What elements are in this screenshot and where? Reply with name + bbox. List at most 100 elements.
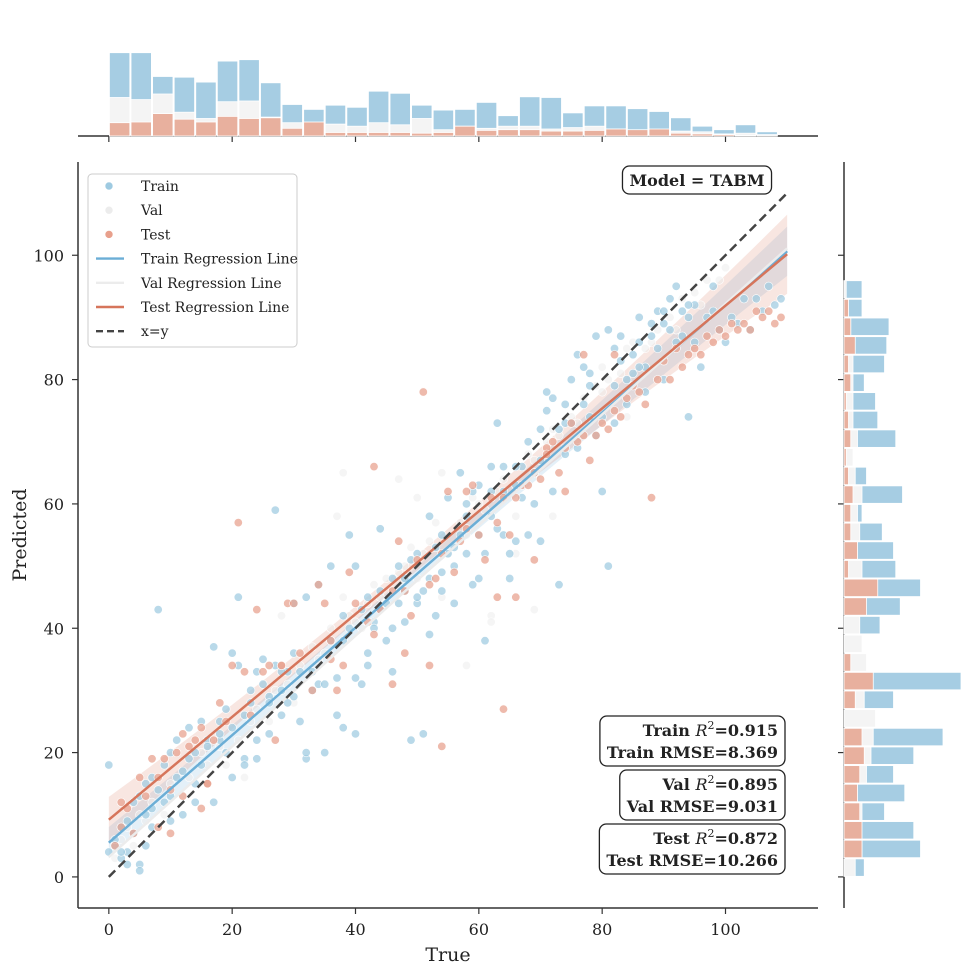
point-test (757, 312, 767, 322)
point-train (468, 580, 478, 590)
legend-marker (104, 205, 114, 215)
point-train (153, 605, 163, 615)
point-test (215, 698, 225, 708)
point-train (683, 300, 693, 310)
top-hist-bar-test (497, 129, 519, 137)
point-train (387, 667, 397, 677)
metric-r2-value: =0.895 (714, 775, 778, 794)
point-val (338, 592, 348, 602)
point-train (258, 679, 268, 689)
metric-r2-prefix: Train (643, 721, 696, 740)
point-train (246, 685, 256, 695)
top-hist-bar-test (324, 132, 347, 137)
top-hist-bar-test (389, 132, 411, 137)
metric-r2-symbol: R (694, 775, 707, 794)
point-val (159, 810, 169, 820)
point-val (720, 263, 730, 273)
point-train (609, 381, 619, 391)
point-train (585, 368, 595, 378)
point-val (264, 716, 274, 726)
point-val (437, 468, 447, 478)
point-train (542, 406, 552, 416)
point-test (307, 685, 317, 695)
x-axis-title: True (425, 944, 470, 966)
right-hist-bar-test (843, 727, 863, 747)
point-train (295, 716, 305, 726)
point-test (264, 660, 274, 670)
point-test (338, 660, 348, 670)
point-train (381, 636, 391, 646)
point-train (597, 486, 607, 496)
point-train (603, 325, 613, 335)
top-hist-bar-test (130, 121, 152, 137)
legend-label: Train (141, 179, 179, 195)
point-train (178, 766, 188, 776)
top-hist-bar-test (109, 122, 131, 137)
point-train (628, 368, 638, 378)
point-test (116, 797, 126, 807)
point-train (350, 561, 360, 571)
point-test (369, 462, 379, 472)
point-train (579, 362, 589, 372)
top-hist-bar-test (583, 129, 606, 137)
top-hist-bar-test (670, 132, 692, 137)
right-hist-bar-val (843, 616, 861, 635)
point-test (431, 573, 441, 583)
right-hist-bar-test (843, 839, 863, 859)
point-val (461, 660, 471, 670)
point-test (566, 418, 576, 428)
right-hist-bar-test (843, 485, 854, 504)
x-tick-label: 40 (345, 920, 365, 939)
point-train (166, 816, 176, 826)
point-test (498, 704, 508, 714)
point-train (455, 468, 465, 478)
point-val (603, 375, 613, 385)
top-histogram (78, 52, 818, 142)
point-train (258, 654, 268, 664)
model-label: Model = TABM (629, 171, 764, 190)
right-hist-bar-test (843, 783, 858, 803)
point-test (696, 350, 706, 360)
point-test (579, 350, 589, 360)
point-train (221, 704, 231, 714)
point-train (683, 412, 693, 422)
x-tick-label: 60 (469, 920, 489, 939)
top-hist-bar-test (627, 129, 649, 137)
point-train (628, 350, 638, 360)
point-test (147, 754, 157, 764)
point-train (215, 729, 225, 739)
y-tick-label: 40 (44, 619, 64, 638)
right-hist-bar-test (843, 597, 867, 616)
legend-label: Train Regression Line (141, 252, 298, 268)
point-test (603, 424, 613, 434)
metric-frame (619, 769, 786, 821)
point-test (751, 306, 761, 316)
point-test (369, 629, 379, 639)
point-train (412, 592, 422, 602)
right-hist-bar-test (843, 746, 865, 765)
point-train (301, 748, 311, 758)
point-train (387, 623, 397, 633)
point-train (320, 679, 330, 689)
right-hist-bar-test (843, 448, 847, 467)
x-tick-label: 80 (592, 920, 612, 939)
point-test (535, 474, 545, 484)
point-train (338, 723, 348, 733)
right-hist-bar-test (843, 298, 849, 318)
right-hist-bar-test (843, 541, 858, 560)
point-train (646, 331, 656, 341)
point-test (677, 362, 687, 372)
point-train (357, 679, 367, 689)
point-train (560, 399, 570, 409)
point-test (406, 611, 416, 621)
point-test (720, 331, 730, 341)
point-train (153, 785, 163, 795)
right-hist-bar-test (843, 671, 874, 691)
point-train (252, 735, 262, 745)
right-hist-bar-test (843, 522, 852, 542)
point-val (276, 611, 286, 621)
right-hist-bar-test (843, 373, 852, 392)
x-tick-label: 0 (104, 920, 114, 939)
point-train (227, 648, 237, 658)
